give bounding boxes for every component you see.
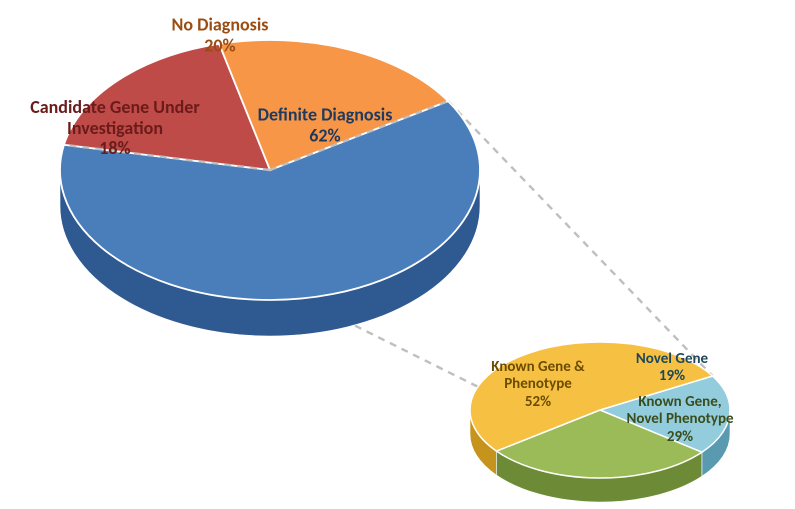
breakout-connector (448, 101, 712, 376)
slice-label-line: Phenotype (491, 376, 584, 393)
slice-label-known_np: Known Gene,Novel Phenotype29% (626, 394, 733, 446)
slice-label-novel_gene: Novel Gene19% (636, 351, 708, 386)
slice-label-line: Novel Gene (636, 351, 708, 368)
slice-label-line: 62% (258, 125, 393, 146)
slice-label-line: 29% (626, 429, 733, 446)
slice-label-line: Candidate Gene Under (30, 97, 200, 118)
slice-label-line: Known Gene, (626, 394, 733, 411)
slice-label-line: Known Gene & (491, 359, 584, 376)
main-pie (60, 40, 480, 336)
slice-label-line: No Diagnosis (172, 14, 269, 35)
slice-label-line: 52% (491, 394, 584, 411)
slice-label-line: Novel Phenotype (626, 411, 733, 428)
slice-label-definite: Definite Diagnosis62% (258, 104, 393, 145)
slice-label-line: 19% (636, 368, 708, 385)
slice-label-line: 20% (172, 35, 269, 56)
slice-label-nodx: No Diagnosis20% (172, 14, 269, 55)
slice-label-line: 18% (30, 138, 200, 159)
slice-label-line: Investigation (30, 118, 200, 139)
slice-label-known_gp: Known Gene &Phenotype52% (491, 359, 584, 411)
slice-label-cgui: Candidate Gene UnderInvestigation18% (30, 97, 200, 159)
slice-label-line: Definite Diagnosis (258, 104, 393, 125)
